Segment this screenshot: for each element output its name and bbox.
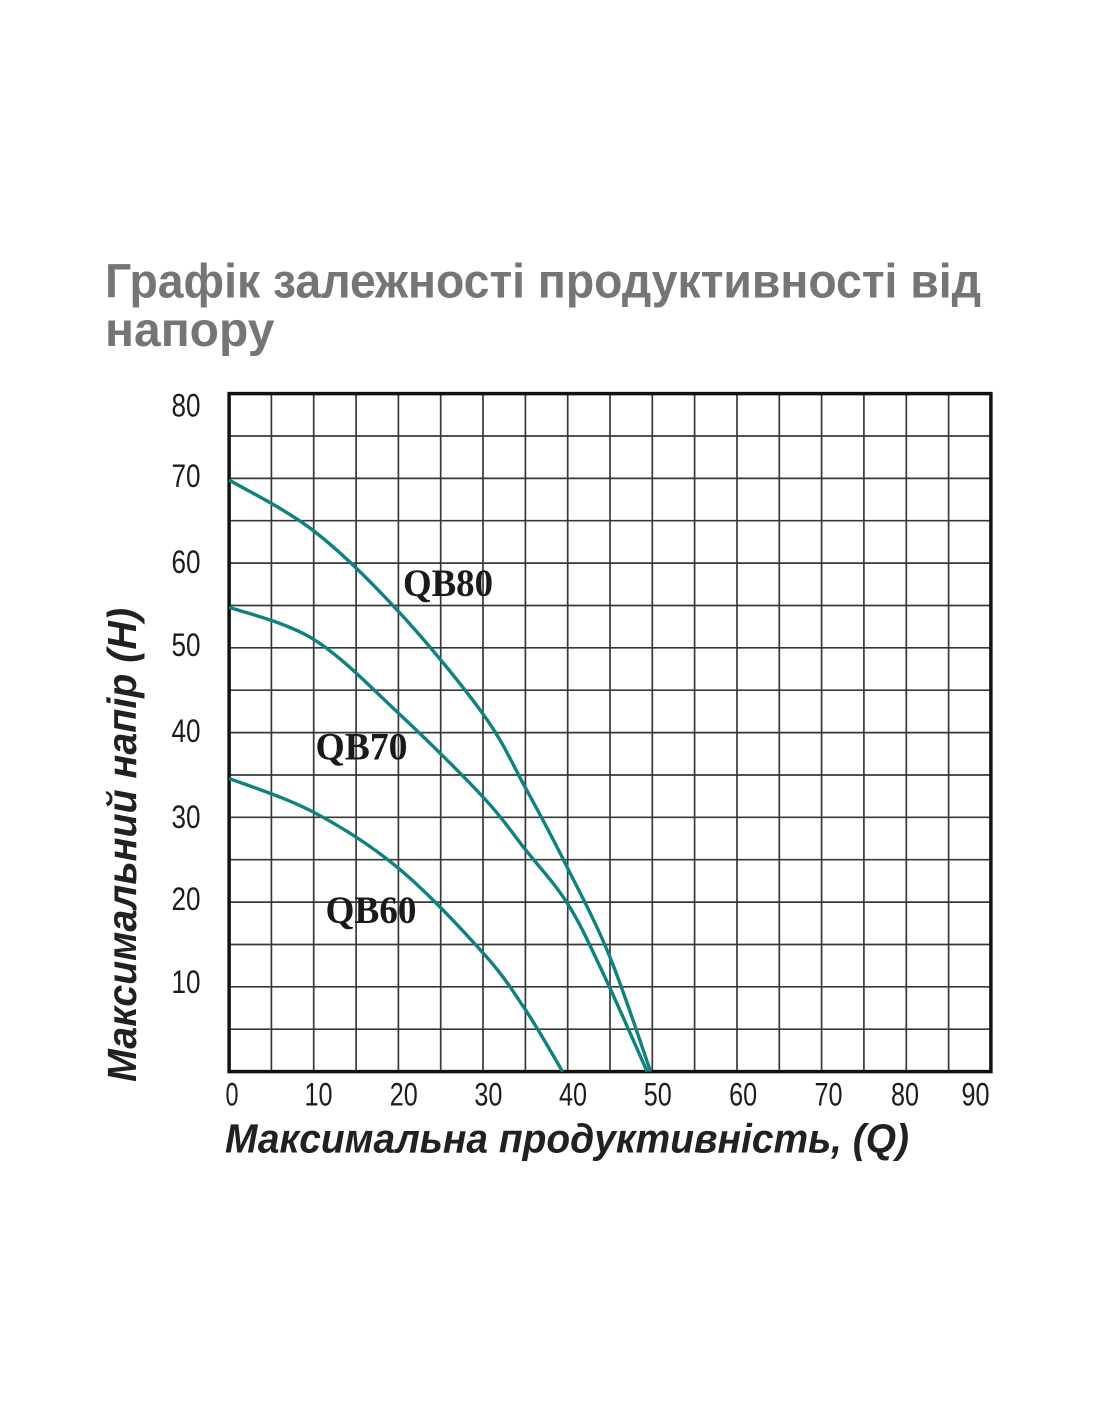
svg-text:90: 90: [962, 1077, 990, 1113]
svg-text:20: 20: [172, 881, 201, 917]
svg-text:40: 40: [172, 713, 201, 749]
svg-text:70: 70: [172, 458, 201, 494]
svg-text:40: 40: [559, 1077, 587, 1113]
svg-text:напору: напору: [105, 304, 275, 357]
svg-text:10: 10: [172, 964, 201, 1000]
svg-text:80: 80: [891, 1077, 919, 1113]
svg-text:Графік залежності продуктивнос: Графік залежності продуктивності від: [105, 256, 981, 309]
svg-text:50: 50: [644, 1077, 672, 1113]
svg-text:0: 0: [226, 1077, 239, 1113]
svg-text:QB80: QB80: [403, 562, 493, 605]
svg-text:70: 70: [815, 1077, 843, 1113]
svg-text:80: 80: [172, 387, 201, 423]
svg-text:50: 50: [172, 627, 201, 663]
svg-text:30: 30: [172, 799, 201, 835]
svg-text:10: 10: [305, 1077, 333, 1113]
svg-text:20: 20: [390, 1077, 418, 1113]
svg-text:QB60: QB60: [326, 889, 417, 932]
svg-text:30: 30: [474, 1077, 502, 1113]
svg-text:60: 60: [172, 544, 201, 580]
svg-text:QB70: QB70: [316, 726, 408, 769]
svg-text:Максимальна продуктивність, (Q: Максимальна продуктивність, (Q): [225, 1116, 909, 1162]
svg-text:Максимальний напір (Н): Максимальний напір (Н): [99, 608, 145, 1082]
svg-text:60: 60: [729, 1077, 757, 1113]
